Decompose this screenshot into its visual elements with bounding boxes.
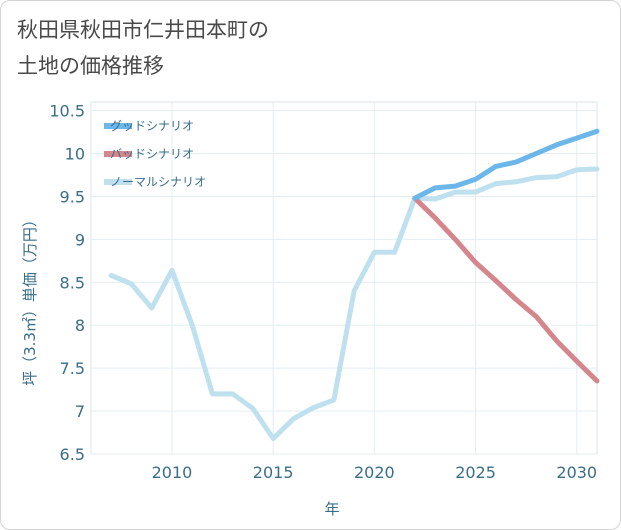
y-axis-label: 坪（3.3㎡）単価（万円） (21, 212, 39, 386)
chart-title: 秋田県秋田市仁井田本町の 土地の価格推移 (17, 18, 269, 78)
y-tick-label: 9 (75, 230, 85, 249)
series-line-2 (108, 166, 600, 441)
x-tick-label: 2025 (455, 463, 496, 482)
y-axis-ticks: 6.5 7 7.5 8 8.5 9 9.5 10 10.5 (49, 102, 85, 464)
x-tick-label: 2010 (152, 463, 193, 482)
x-tick-label: 2030 (556, 463, 597, 482)
series-lines (108, 128, 600, 441)
x-axis-ticks: 2010 2015 2020 2025 2030 (152, 463, 598, 482)
x-tick-label: 2020 (354, 463, 395, 482)
y-tick-label: 6.5 (60, 445, 85, 464)
legend-label: バッドシナリオ (110, 147, 194, 161)
y-tick-label: 7.5 (60, 359, 85, 378)
x-tick-label: 2015 (253, 463, 294, 482)
y-tick-label: 8.5 (60, 273, 85, 292)
legend-label: グッドシナリオ (110, 119, 194, 133)
y-tick-label: 7 (75, 402, 85, 421)
legend-label: ノーマルシナリオ (110, 175, 206, 189)
grid-lines (91, 102, 597, 455)
x-axis-label: 年 (324, 500, 339, 518)
y-tick-label: 10.5 (49, 102, 85, 121)
series-line-1 (412, 195, 600, 384)
y-tick-label: 9.5 (60, 187, 85, 206)
y-tick-label: 10 (65, 145, 85, 164)
y-tick-label: 8 (75, 316, 85, 335)
series-line-0 (412, 128, 600, 201)
